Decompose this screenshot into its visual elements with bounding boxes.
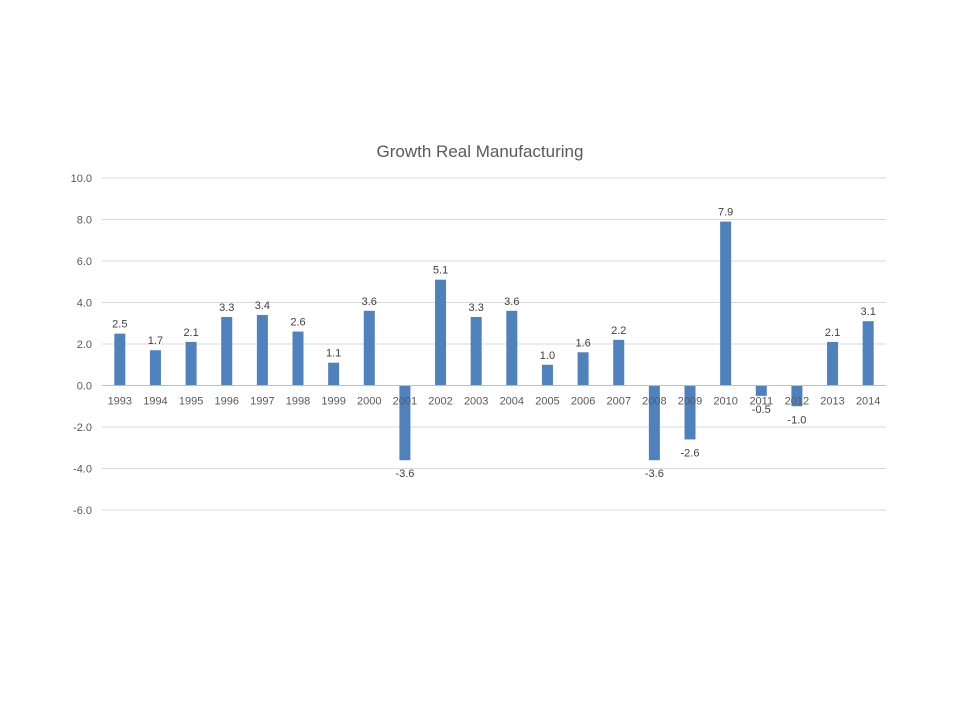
x-tick-label: 2008 [642,396,666,408]
x-tick-label: 1993 [108,396,132,408]
bar-1993 [114,333,126,386]
x-tick-label: 1998 [286,396,310,408]
data-label: 3.3 [469,302,484,314]
x-tick-label: 2005 [535,396,559,408]
bar-1994 [149,350,161,386]
x-tick-label: 2007 [606,396,630,408]
bar-2012 [791,385,803,407]
bar-2013 [827,341,839,386]
data-label: 3.1 [861,306,876,318]
bar-2003 [470,317,482,386]
data-label: 2.2 [611,325,626,337]
bar-1996 [221,317,233,386]
x-tick-label: 2010 [713,396,737,408]
bar-1998 [292,331,304,386]
x-tick-label: 2011 [749,396,773,408]
y-tick-label: -4.0 [73,464,92,476]
data-label: 3.6 [362,296,377,308]
x-tick-label: 2002 [428,396,452,408]
x-tick-label: 1999 [321,396,345,408]
bar-2005 [541,364,553,386]
y-tick-label: -2.0 [73,422,92,434]
gridlines [102,177,886,511]
data-label: -1.0 [787,414,806,426]
y-tick-label: 2.0 [77,339,92,351]
x-tick-label: 1997 [250,396,274,408]
x-tick-label: 2014 [856,396,880,408]
bar-2006 [577,352,589,386]
x-tick-label: 1994 [143,396,167,408]
x-tick-label: 1995 [179,396,203,408]
data-label: 1.6 [575,337,590,349]
data-label: 1.1 [326,348,341,360]
y-tick-label: 6.0 [77,256,92,268]
x-tick-label: 2009 [678,396,702,408]
data-label: 5.1 [433,265,448,277]
y-axis-tick-labels: 10.0 8.0 6.0 4.0 2.0 0.0 -2.0 -4.0 -6.0 [71,173,92,517]
data-label: 3.6 [504,296,519,308]
data-label: 2.5 [112,319,127,331]
bar-2014 [862,321,874,386]
bar-2011 [755,385,767,396]
bar-2008 [648,385,660,461]
y-tick-label: 10.0 [71,173,92,185]
x-axis-category-labels: 1993 1994 1995 1996 1997 1998 1999 2000 2001 2002… [108,396,881,408]
data-label: 1.7 [148,335,163,347]
data-label: -3.6 [645,468,664,480]
y-tick-label: 8.0 [77,215,92,227]
x-tick-label: 2013 [820,396,844,408]
bars [114,221,874,461]
bar-1995 [185,341,197,386]
bar-2007 [613,339,625,386]
data-label: 2.1 [825,327,840,339]
data-label: 3.3 [219,302,234,314]
data-label: -3.6 [395,468,414,480]
x-tick-label: 2012 [785,396,809,408]
x-tick-label: 1996 [214,396,238,408]
data-label: 1.0 [540,350,555,362]
y-tick-label: -6.0 [73,505,92,517]
bar-2000 [363,310,375,386]
data-label: 2.6 [290,317,305,329]
x-tick-label: 2004 [500,396,524,408]
y-tick-label: 4.0 [77,298,92,310]
x-tick-label: 2003 [464,396,488,408]
data-label: -2.6 [681,447,700,459]
bar-2002 [435,279,447,386]
bar-2010 [720,221,732,386]
x-tick-label: 2001 [393,396,417,408]
x-tick-label: 2000 [357,396,381,408]
bar-2001 [399,385,411,461]
data-label: 3.4 [255,300,270,312]
chart-title: Growth Real Manufacturing [377,142,584,161]
y-tick-label: 0.0 [77,381,92,393]
x-tick-label: 2006 [571,396,595,408]
data-label: -0.5 [752,404,771,416]
bar-2009 [684,385,696,440]
bar-2004 [506,310,518,386]
bar-1997 [256,314,268,386]
data-label: 7.9 [718,207,733,219]
data-label: 2.1 [183,327,198,339]
bar-1999 [328,362,340,386]
data-labels: 2.5 1.7 2.1 3.3 3.4 2.6 1.1 3.6 -3.6 5.1 3.3 3.6 1.0… [112,207,876,481]
